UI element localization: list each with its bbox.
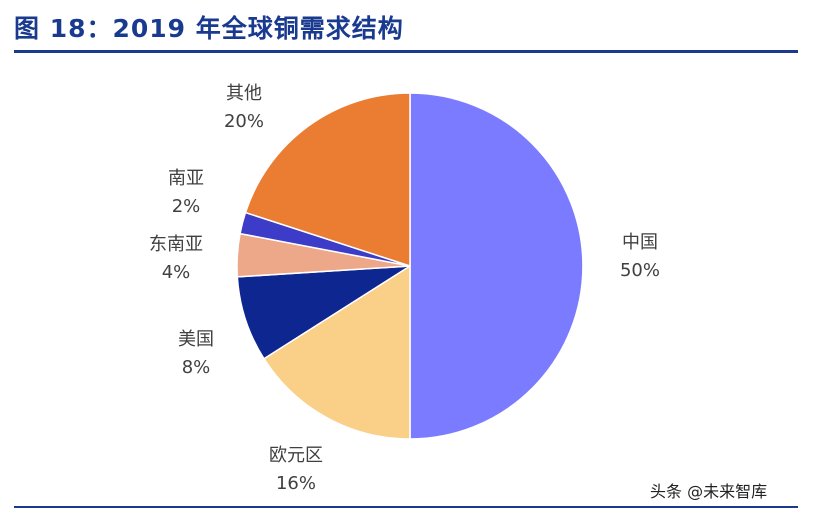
slice-label-5: 其他 xyxy=(226,83,262,104)
pie-slices xyxy=(236,92,584,440)
bottom-rule xyxy=(14,506,798,508)
slice-pct-2: 8% xyxy=(182,357,211,378)
slice-pct-5: 20% xyxy=(224,111,264,132)
slice-pct-1: 16% xyxy=(276,473,316,494)
pie-labels: 中国 50% 欧元区 16% 美国 8% 东南亚 4% 南亚 2% 其他 20% xyxy=(149,83,660,494)
slice-label-1: 欧元区 xyxy=(269,445,323,466)
slice-label-2: 美国 xyxy=(178,329,214,350)
pie-slice-1 xyxy=(262,264,411,440)
slice-pct-3: 4% xyxy=(162,262,191,283)
slice-pct-4: 2% xyxy=(172,196,201,217)
pie-slice-5 xyxy=(244,92,411,268)
chart-title: 图 18：2019 年全球铜需求结构 xyxy=(14,14,404,43)
pie-slice-0 xyxy=(409,92,584,440)
title-rule xyxy=(14,50,798,53)
slice-pct-0: 50% xyxy=(620,260,660,281)
watermark: 头条 @未来智库 xyxy=(650,482,768,501)
slice-label-4: 南亚 xyxy=(168,168,204,189)
slice-label-0: 中国 xyxy=(622,232,658,253)
slice-label-3: 东南亚 xyxy=(149,234,203,255)
